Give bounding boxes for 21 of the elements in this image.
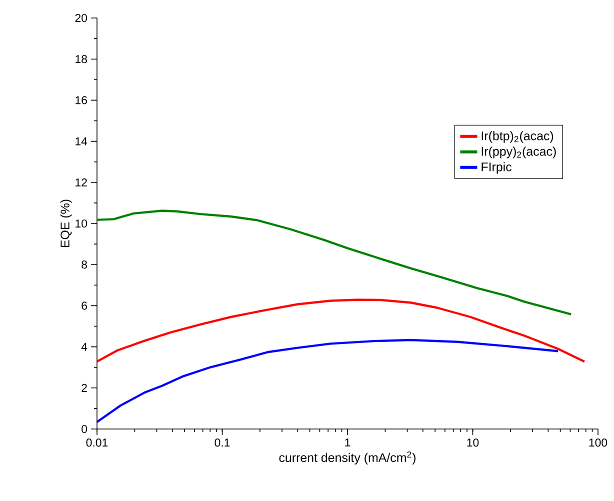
y-tick-label: 12 [76, 178, 87, 186]
y-tick-label: 0 [82, 424, 88, 434]
x-tick-label: 100 [589, 438, 608, 447]
legend-label: FIrpic [482, 162, 512, 174]
y-tick-label: 8 [82, 260, 87, 269]
x-tick-label: 0.1 [214, 438, 230, 447]
y-tick-label: 14 [76, 137, 88, 146]
y-tick-label: 4 [81, 342, 88, 351]
legend-label: Ir(btp)$_{2}$(acac) [482, 131, 554, 143]
x-axis-title: current density (mA/cm$^{2}$) [279, 451, 416, 464]
y-tick-label: 10 [76, 219, 88, 228]
y-tick-label: 2 [82, 384, 87, 392]
y-axis-title: EQE (%) [60, 200, 72, 248]
y-tick-label: 16 [76, 96, 87, 104]
y-tick-label: 6 [82, 302, 87, 310]
x-tick-label: 10 [467, 438, 479, 447]
legend-label: Ir(ppy)$_{2}$(acac) [482, 146, 556, 158]
x-tick-label: 0.01 [86, 438, 108, 447]
x-tick-label: 1 [345, 438, 350, 446]
y-tick-label: 18 [76, 55, 87, 64]
y-tick-label: 20 [75, 14, 88, 22]
